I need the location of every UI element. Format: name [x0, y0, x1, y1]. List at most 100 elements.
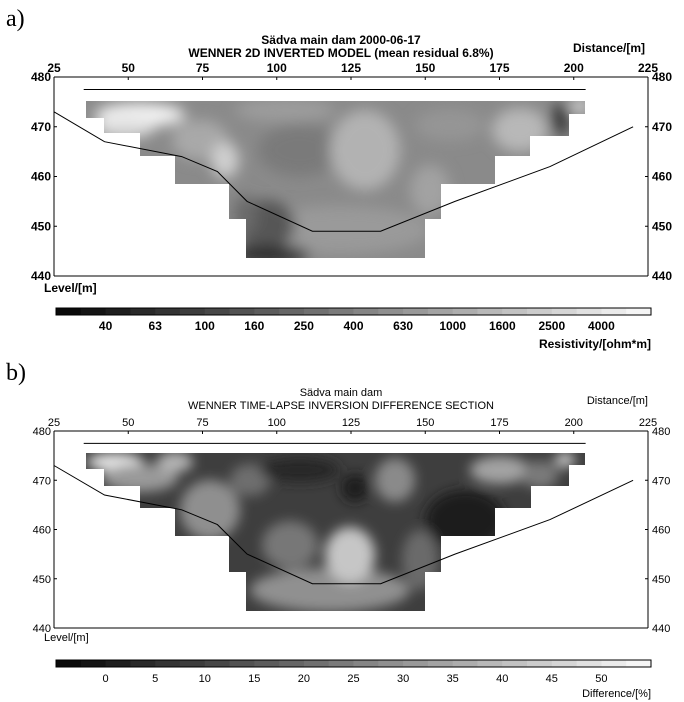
x-tick-label: 200 — [565, 417, 583, 429]
colorbar-segment — [254, 308, 280, 315]
colorbar-segment — [427, 308, 454, 315]
colorbar-segment — [378, 660, 404, 667]
y-tick-labels-right: 440 450 460 470 480 — [645, 426, 670, 635]
colorbar-segment — [378, 308, 404, 315]
colorbar-segment — [303, 660, 330, 667]
y-tick-label: 460 — [652, 525, 670, 537]
colorbar-segment — [403, 660, 429, 667]
y-tick-label: 470 — [33, 475, 51, 487]
dam-profile-line — [53, 111, 634, 232]
x-tick-label: 225 — [639, 417, 657, 429]
y-tick-label: 440 — [652, 623, 670, 635]
y-tick-label: 440 — [33, 623, 51, 635]
colorbar-tick-label: 40 — [496, 673, 508, 685]
colorbar-tick-label: 160 — [244, 319, 264, 333]
colorbar-segment — [105, 660, 131, 667]
colorbar-segment — [229, 660, 255, 667]
colorbar-segment — [551, 308, 578, 315]
colorbar-segment — [204, 660, 231, 667]
y-tick-label: 460 — [33, 525, 51, 537]
colorbar-tick-label: 100 — [195, 319, 215, 333]
y-tick-label: 450 — [33, 574, 51, 586]
colorbar-segment — [403, 308, 429, 315]
y-tick-label: 450 — [652, 574, 670, 586]
colorbar-tick-label: 1600 — [489, 319, 516, 333]
x-tick-label: 225 — [638, 61, 658, 75]
x-tick-label: 75 — [196, 417, 208, 429]
colorbar-tick-label: 25 — [347, 673, 359, 685]
chart-title: Sädva main dam 2000-06-17 — [261, 33, 421, 47]
colorbar: 0 5 10 15 20 25 30 35 40 45 50 Difference/[%] — [55, 659, 652, 700]
chart-subtitle: WENNER TIME-LAPSE INVERSION DIFFERENCE S… — [188, 400, 494, 412]
x-tick-label: 150 — [416, 417, 434, 429]
colorbar-label: Resistivity/[ohm*m] — [539, 337, 651, 351]
x-tick-label: 125 — [341, 61, 361, 75]
y-tick-label: 470 — [31, 120, 51, 134]
y-tick-labels-left: 440 450 460 470 480 — [31, 70, 57, 283]
y-tick-label: 480 — [652, 426, 670, 438]
colorbar-label: Difference/[%] — [582, 688, 651, 700]
y-axis-label: Level/[m] — [44, 281, 97, 295]
colorbar-segment — [353, 308, 379, 315]
panel-label: b) — [6, 360, 26, 386]
panel-label: a) — [6, 6, 25, 32]
y-tick-labels-left: 440 450 460 470 480 — [33, 426, 57, 635]
y-tick-label: 450 — [31, 219, 51, 233]
colorbar-segment — [328, 660, 355, 667]
colorbar-tick-label: 5 — [152, 673, 158, 685]
colorbar-segment — [601, 660, 627, 667]
y-tick-label: 460 — [31, 170, 51, 184]
x-tick-labels: 25 50 75 100 125 150 175 200 225 — [48, 417, 657, 434]
colorbar-segment — [179, 308, 206, 315]
y-tick-label: 450 — [652, 219, 672, 233]
colorbar-tick-label: 2500 — [538, 319, 565, 333]
colorbar-segment — [452, 660, 479, 667]
colorbar-segment — [80, 308, 107, 315]
colorbar-tick-label: 45 — [546, 673, 558, 685]
colorbar-segment — [303, 308, 330, 315]
x-tick-label: 100 — [268, 417, 286, 429]
x-tick-label: 125 — [342, 417, 360, 429]
colorbar-tick-label: 15 — [248, 673, 260, 685]
y-tick-label: 470 — [652, 120, 672, 134]
colorbar-segment — [204, 308, 231, 315]
colorbar-segment — [56, 660, 82, 667]
colorbar-tick-label: 630 — [393, 319, 413, 333]
x-tick-label: 50 — [122, 417, 134, 429]
colorbar-tick-label: 0 — [103, 673, 109, 685]
colorbar-segment — [502, 308, 528, 315]
panel-b: b) Sädva main dam WENNER TIME-LAPSE INVE… — [6, 360, 670, 700]
y-axis-label: Level/[m] — [44, 632, 89, 644]
colorbar-segment — [229, 308, 255, 315]
x-tick-label: 100 — [267, 61, 287, 75]
colorbar-tick-label: 35 — [447, 673, 459, 685]
colorbar-segment — [130, 660, 156, 667]
x-tick-label: 50 — [122, 61, 136, 75]
colorbar-segment — [56, 308, 82, 315]
colorbar-tick-label: 4000 — [588, 319, 615, 333]
x-tick-label: 175 — [490, 417, 508, 429]
x-tick-label: 25 — [47, 61, 61, 75]
x-tick-label: 150 — [415, 61, 435, 75]
colorbar-segment — [155, 660, 181, 667]
chart-title: Sädva main dam — [300, 387, 383, 399]
y-tick-label: 480 — [31, 70, 51, 84]
colorbar-segment — [626, 660, 652, 667]
y-tick-label: 440 — [31, 269, 51, 283]
colorbar-tick-label: 400 — [343, 319, 363, 333]
colorbar-segment — [328, 308, 355, 315]
colorbar-segment — [551, 660, 578, 667]
x-tick-label: 25 — [48, 417, 60, 429]
colorbar-tick-label: 40 — [99, 319, 113, 333]
x-tick-label: 200 — [564, 61, 584, 75]
colorbar: 40 63 100 160 250 400 630 1000 1600 2500 4000 Resi… — [55, 307, 652, 351]
colorbar-tick-label: 30 — [397, 673, 409, 685]
x-axis-label: Distance/[m] — [587, 395, 648, 407]
x-tick-labels: 25 50 75 100 125 150 175 200 225 — [47, 61, 658, 80]
colorbar-tick-label: 1000 — [439, 319, 466, 333]
colorbar-tick-label: 20 — [298, 673, 310, 685]
y-tick-label: 460 — [652, 170, 672, 184]
colorbar-segment — [130, 308, 156, 315]
colorbar-segment — [279, 308, 305, 315]
